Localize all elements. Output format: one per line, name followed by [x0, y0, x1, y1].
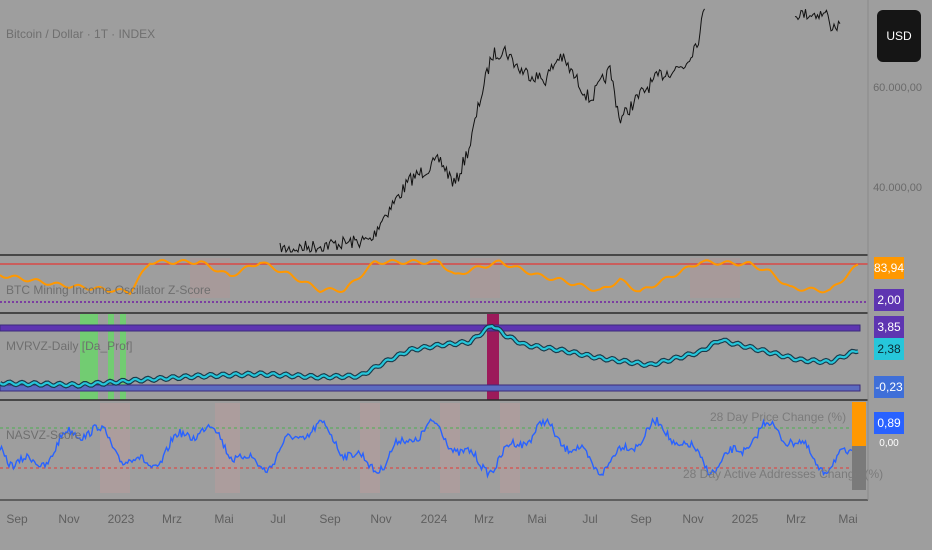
mvrv-buy-zone: [108, 314, 114, 400]
mvrv-upper-band: [0, 324, 861, 332]
mvrv-pane[interactable]: [0, 314, 861, 400]
mining-zone-shade: [190, 258, 230, 298]
mvrv-line-outline: [0, 323, 859, 389]
mvrv-lower-band: [0, 384, 861, 392]
time-axis-label: Jul: [582, 512, 598, 526]
mining-oscillator-pane[interactable]: [0, 258, 868, 303]
time-axis-label: Nov: [370, 512, 392, 526]
time-axis-label: Mai: [838, 512, 858, 526]
nasv-zone-shade: [500, 403, 520, 493]
price-line-recent: [794, 9, 841, 32]
mvrv-upper-band-tag: 3,85: [874, 316, 904, 338]
symbol-title: Bitcoin / Dollar · 1T · INDEX: [6, 27, 156, 41]
nasv-gray-block: [852, 446, 866, 490]
time-axis-label: Sep: [319, 512, 341, 526]
time-axis-label: 2024: [420, 512, 448, 526]
nasv-pane-title: NASVZ-Score: [6, 428, 82, 442]
nasv-zero-tag: 0,00: [874, 436, 904, 450]
legend-active-addresses-change: 28 Day Active Addresses Change (%): [683, 467, 884, 481]
nasv-value-tag: 0,89: [874, 412, 904, 434]
nasv-line: [0, 417, 853, 479]
time-axis-label: Mrz: [162, 512, 182, 526]
time-axis-label: Mrz: [786, 512, 806, 526]
nasv-zscore-pane[interactable]: [0, 402, 866, 493]
time-axis-label: Mai: [214, 512, 234, 526]
time-axis-label: Sep: [6, 512, 28, 526]
mvrv-line: [0, 325, 859, 388]
legend-price-change: 28 Day Price Change (%): [710, 410, 847, 424]
time-axis-label: Mrz: [474, 512, 494, 526]
time-axis-label: Nov: [682, 512, 704, 526]
mvrv-value-tag: 2,38: [874, 338, 904, 360]
time-axis-label: Jul: [270, 512, 286, 526]
mvrv-buy-zone: [120, 314, 126, 400]
mvrv-pane-title: MVRVZ-Daily [Da_Prof]: [6, 339, 133, 353]
nasv-zone-shade: [360, 403, 380, 493]
time-axis-label: 2023: [107, 512, 135, 526]
price-axis-label-60000: 60.000,00: [873, 82, 922, 94]
time-axis-label: Sep: [630, 512, 652, 526]
price-line: [279, 8, 705, 254]
nasv-zone-shade: [100, 403, 130, 493]
price-pane[interactable]: [279, 8, 841, 254]
price-axis-label-40000: 40.000,00: [873, 182, 922, 194]
nasv-zone-shade: [215, 403, 240, 493]
mvrv-buy-zone: [80, 314, 98, 400]
mining-zone-shade: [470, 258, 500, 298]
pane-separators[interactable]: [0, 0, 869, 501]
time-axis-label: Nov: [58, 512, 80, 526]
mining-value-tag: 83,94: [874, 257, 904, 279]
nasv-orange-block: [852, 402, 866, 446]
mining-pane-title: BTC Mining Income Oscillator Z-Score: [6, 283, 211, 297]
mining-oscillator-line: [0, 258, 859, 296]
mvrv-sell-zone: [487, 314, 499, 400]
mining-threshold-tag: 2,00: [874, 289, 904, 311]
time-axis-label: Mai: [527, 512, 547, 526]
time-axis-label: 2025: [731, 512, 759, 526]
mvrv-lower-band-tag: -0,23: [874, 376, 904, 398]
currency-button[interactable]: USD: [877, 10, 921, 62]
